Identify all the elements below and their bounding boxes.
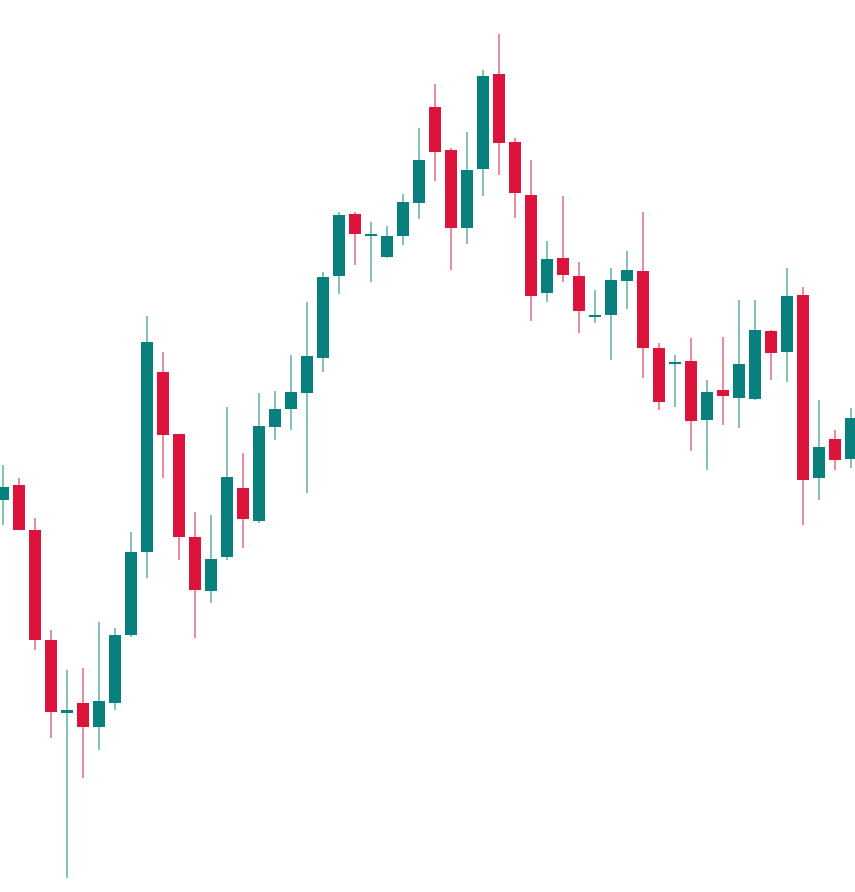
candle-body [493, 74, 505, 143]
candle-body [317, 277, 329, 358]
candle-body [29, 530, 41, 640]
candle-body [429, 107, 441, 152]
candle-body [845, 418, 855, 459]
candle-body [125, 552, 137, 635]
candle-body [605, 280, 617, 315]
candle-body [253, 426, 265, 521]
candle-body [221, 477, 233, 557]
candle-body [669, 362, 681, 364]
candle-body [413, 160, 425, 203]
candle-body [573, 276, 585, 311]
candle-body [285, 392, 297, 409]
candle-body [541, 259, 553, 293]
candle-body [205, 559, 217, 591]
candle-body [237, 488, 249, 519]
candle-body [733, 364, 745, 398]
candle-body [93, 701, 105, 727]
candle-body [525, 195, 537, 296]
candle-body [717, 390, 729, 396]
candle-body [349, 214, 361, 234]
candle-body [461, 170, 473, 228]
candle-body [765, 331, 777, 353]
candle-body [797, 295, 809, 480]
candle-body [749, 330, 761, 399]
candle-body [509, 142, 521, 193]
candle-body [333, 215, 345, 276]
candle-body [45, 640, 57, 712]
candle-body [301, 356, 313, 393]
candle-body [477, 76, 489, 169]
candle-body [61, 710, 73, 713]
candle-body [557, 258, 569, 275]
candle-body [781, 296, 793, 352]
candle-body [157, 372, 169, 435]
candle-body [589, 315, 601, 317]
candle-body [813, 447, 825, 478]
candle-body [189, 537, 201, 590]
candle-body [397, 202, 409, 236]
candle-body [13, 485, 25, 530]
candle-body [637, 271, 649, 348]
candle-body [653, 348, 665, 402]
candle-body [445, 150, 457, 228]
candle-body [829, 439, 841, 460]
candle-body [173, 434, 185, 537]
candle-body [701, 392, 713, 420]
candle-body [141, 342, 153, 552]
candle-body [109, 635, 121, 703]
candle-body [0, 487, 9, 500]
candle-body [621, 270, 633, 281]
candle-body [365, 234, 377, 236]
candle-body [269, 409, 281, 427]
candle-body [685, 361, 697, 421]
candle-body [77, 703, 89, 727]
candle-body [381, 236, 393, 257]
